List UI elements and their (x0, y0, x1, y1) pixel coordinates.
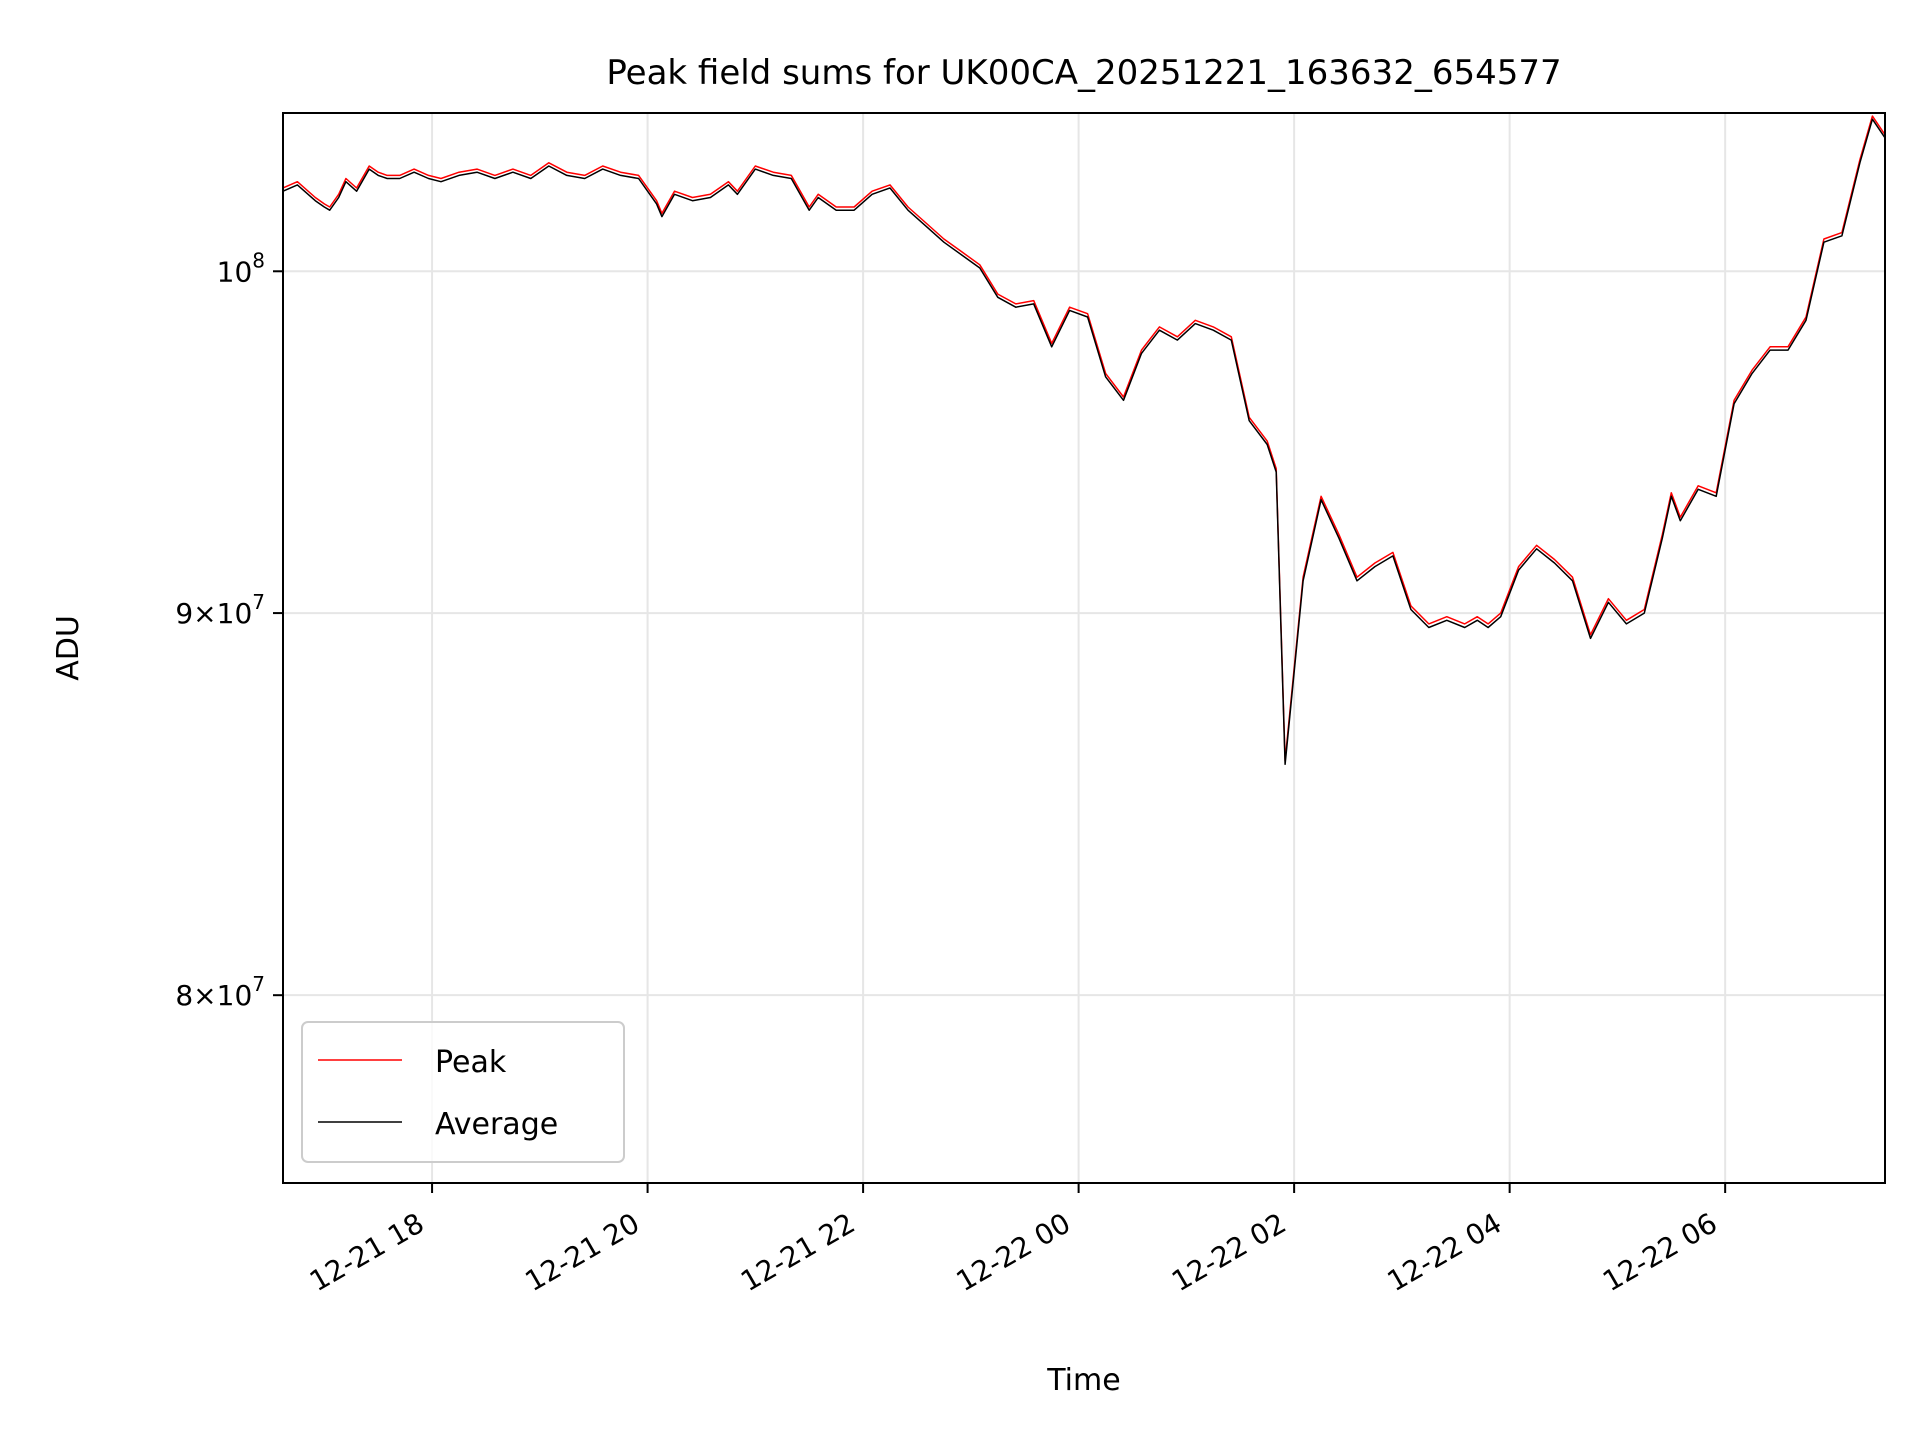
y-tick-exponent: 8 (252, 248, 265, 272)
y-tick-base: 10 (217, 597, 253, 630)
y-tick-label: 8×107 (175, 972, 265, 1012)
y-axis-label: ADU (51, 615, 86, 681)
legend-label-average: Average (435, 1107, 558, 1142)
legend: Peak Average (301, 1021, 625, 1163)
legend-box (301, 1021, 625, 1163)
series-line-average (283, 118, 1885, 766)
series-line-peak (283, 115, 1885, 762)
y-tick-base: 10 (217, 255, 253, 288)
y-tick-label: 108 (217, 248, 265, 288)
chart-title: Peak field sums for UK00CA_20251221_1636… (606, 53, 1561, 93)
legend-label-peak: Peak (435, 1045, 507, 1080)
y-tick-mantissa: 9 (175, 597, 193, 630)
y-tick-exponent: 7 (252, 590, 265, 614)
series-lines (283, 115, 1885, 766)
y-tick-base: 10 (217, 979, 253, 1012)
x-axis-label: Time (1046, 1363, 1120, 1398)
plot-frame (282, 112, 1886, 1184)
y-tick-times: × (193, 597, 216, 630)
y-tick-mantissa: 8 (175, 979, 193, 1012)
y-tick-times: × (193, 979, 216, 1012)
y-tick-exponent: 7 (252, 972, 265, 996)
y-tick-label: 9×107 (175, 590, 265, 630)
